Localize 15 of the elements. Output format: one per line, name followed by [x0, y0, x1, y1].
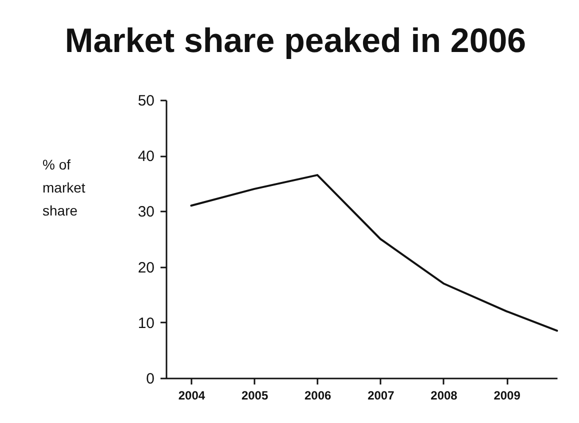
x-tick-label: 2006 — [304, 388, 332, 402]
x-tick-label: 2005 — [241, 388, 268, 402]
line-series — [190, 174, 558, 332]
x-tick-label: 2004 — [178, 388, 206, 402]
y-tick-label: 30 — [138, 204, 154, 221]
x-tick-label: 2007 — [368, 388, 395, 402]
y-tick-label: 40 — [138, 148, 154, 166]
y-axis-title: % of market share — [42, 156, 86, 218]
y-tick-label: 10 — [138, 314, 154, 332]
y-tick-label: 20 — [138, 259, 154, 276]
chart-title: Market share peaked in 2006 — [64, 22, 526, 60]
y-tick-label: 50 — [138, 92, 154, 110]
y-tick-label: 0 — [146, 370, 154, 388]
x-tick-label: 2008 — [430, 388, 458, 402]
x-tick-label: 2009 — [494, 388, 521, 402]
